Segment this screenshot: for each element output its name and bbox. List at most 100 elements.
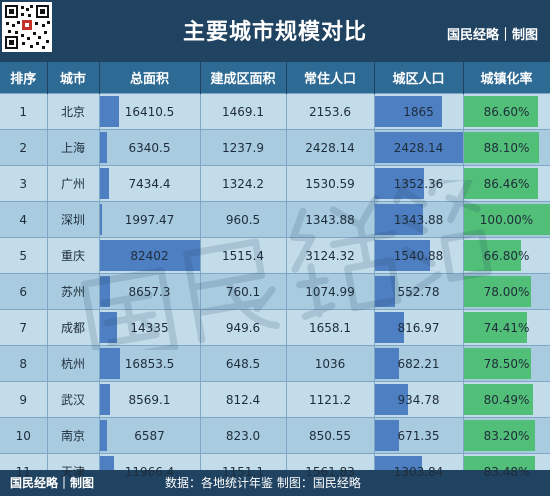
page-title: 主要城市规模对比 (182, 20, 367, 45)
cell-text-total-area: 16410.5 (124, 104, 175, 119)
data-bar-total-area (99, 168, 109, 199)
cell-text-urbanization: 83.20% (483, 428, 530, 443)
cell-text-built-area: 760.1 (225, 284, 261, 299)
column-header-total-area[interactable]: 总面积 (99, 62, 201, 94)
cell-text-built-area: 648.5 (225, 356, 261, 371)
column-header-resident-pop[interactable]: 常住人口 (286, 62, 375, 94)
cell-text-built-area: 1237.9 (222, 140, 264, 155)
qr-code-icon[interactable] (2, 2, 52, 52)
cell-text-city: 杭州 (60, 357, 85, 371)
cell-text-urban-pop: 671.35 (397, 428, 440, 443)
cell-text-total-area: 1997.47 (124, 212, 175, 227)
cell-text-city: 武汉 (60, 393, 85, 407)
cell-urbanization: 88.10% (463, 129, 550, 166)
cell-text-total-area: 6340.5 (128, 140, 171, 155)
cell-text-resident-pop: 2428.14 (305, 140, 355, 155)
cell-urbanization: 66.80% (463, 237, 550, 274)
cell-text-built-area: 1515.4 (222, 248, 264, 263)
data-bar-urbanization (463, 276, 531, 307)
cell-text-city: 广州 (60, 177, 85, 191)
cell-rank: 3 (0, 165, 48, 202)
cell-resident-pop: 1530.59 (286, 165, 375, 202)
data-bar-total-area (99, 240, 200, 271)
cell-text-total-area: 14335 (130, 320, 169, 335)
cell-urban-pop: 2428.14 (374, 129, 464, 166)
cell-city: 上海 (47, 129, 100, 166)
cell-rank: 9 (0, 381, 48, 418)
cell-text-urbanization: 86.60% (483, 104, 530, 119)
cell-city: 成都 (47, 309, 100, 346)
column-header-rank[interactable]: 排序 (0, 62, 48, 94)
column-header-urban-pop[interactable]: 城区人口 (374, 62, 464, 94)
cell-total-area: 6340.5 (99, 129, 201, 166)
cell-rank: 10 (0, 417, 48, 454)
column-header-built-area[interactable]: 建成区面积 (200, 62, 287, 94)
cell-text-city: 南京 (60, 429, 85, 443)
data-bar-urbanization (463, 420, 536, 451)
cell-urbanization: 86.60% (463, 93, 550, 130)
cell-built-area: 760.1 (200, 273, 287, 310)
cell-text-total-area: 16853.5 (124, 356, 175, 371)
cell-text-city: 上海 (60, 141, 85, 155)
cell-urban-pop: 934.78 (374, 381, 464, 418)
header: 主要城市规模对比 国民经略｜制图 (0, 0, 550, 62)
table-row[interactable]: 1 北京 16410.5 1469.1 2153.6 1865 86.60% (0, 93, 550, 130)
cell-rank: 7 (0, 309, 48, 346)
table-row[interactable]: 8 杭州 16853.5 648.5 1036 682.21 78.50% (0, 345, 550, 382)
data-bar-urban-pop (374, 96, 443, 127)
cell-text-rank: 11 (15, 464, 31, 479)
cell-text-urban-pop: 1352.36 (393, 176, 444, 191)
cell-text-city: 成都 (60, 321, 85, 335)
table-row[interactable]: 3 广州 7434.4 1324.2 1530.59 1352.36 86.46% (0, 165, 550, 202)
footer-brand: 国民经略｜制图 (10, 476, 95, 490)
cell-text-rank: 2 (19, 140, 28, 155)
data-bar-urbanization (463, 384, 533, 415)
table-row[interactable]: 10 南京 6587 823.0 850.55 671.35 83.20% (0, 417, 550, 454)
data-bar-urbanization (463, 204, 550, 235)
column-header-urbanization[interactable]: 城镇化率 (463, 62, 550, 94)
data-bar-urban-pop (374, 276, 395, 307)
cell-urbanization: 74.41% (463, 309, 550, 346)
cell-text-resident-pop: 3124.32 (305, 248, 355, 263)
table-row[interactable]: 7 成都 14335 949.6 1658.1 816.97 74.41% (0, 309, 550, 346)
cell-resident-pop: 2428.14 (286, 129, 375, 166)
cell-total-area: 8569.1 (99, 381, 201, 418)
data-bar-urban-pop (374, 132, 463, 163)
cell-total-area: 7434.4 (99, 165, 201, 202)
data-bar-urbanization (463, 168, 538, 199)
table-row[interactable]: 9 武汉 8569.1 812.4 1121.2 934.78 80.49% (0, 381, 550, 418)
data-bar-urban-pop (374, 348, 400, 379)
table-row[interactable]: 4 深圳 1997.47 960.5 1343.88 1343.88 100.00% (0, 201, 550, 238)
table-body: 1 北京 16410.5 1469.1 2153.6 1865 86.60% 2 上海 6340.… (0, 93, 550, 489)
cell-city: 重庆 (47, 237, 100, 274)
cell-resident-pop: 1343.88 (286, 201, 375, 238)
cell-text-rank: 1 (19, 104, 28, 119)
cell-text-resident-pop: 2153.6 (309, 104, 351, 119)
cell-built-area: 648.5 (200, 345, 287, 382)
table-row[interactable]: 2 上海 6340.5 1237.9 2428.14 2428.14 88.10% (0, 129, 550, 166)
data-bar-urban-pop (374, 240, 431, 271)
cell-built-area: 1469.1 (200, 93, 287, 130)
cell-resident-pop: 1074.99 (286, 273, 375, 310)
cell-rank: 4 (0, 201, 48, 238)
column-header-city[interactable]: 城市 (47, 62, 100, 94)
cell-urban-pop: 1352.36 (374, 165, 464, 202)
data-bar-urban-pop (374, 204, 424, 235)
cell-text-city: 苏州 (60, 285, 85, 299)
cell-city: 苏州 (47, 273, 100, 310)
cell-text-rank: 6 (19, 284, 28, 299)
cell-text-built-area: 812.4 (225, 392, 261, 407)
cell-rank: 8 (0, 345, 48, 382)
cell-total-area: 1997.47 (99, 201, 201, 238)
cell-text-built-area: 1324.2 (222, 176, 264, 191)
table-row[interactable]: 5 重庆 82402 1515.4 3124.32 1540.88 66.80% (0, 237, 550, 274)
cell-rank: 1 (0, 93, 48, 130)
cell-text-rank: 10 (15, 428, 31, 443)
cell-text-rank: 5 (19, 248, 28, 263)
cell-resident-pop: 1658.1 (286, 309, 375, 346)
cell-text-urban-pop: 1303.84 (393, 464, 444, 479)
cell-text-city: 深圳 (60, 213, 85, 227)
cell-city: 广州 (47, 165, 100, 202)
cell-urbanization: 83.20% (463, 417, 550, 454)
table-row[interactable]: 6 苏州 8657.3 760.1 1074.99 552.78 78.00% (0, 273, 550, 310)
